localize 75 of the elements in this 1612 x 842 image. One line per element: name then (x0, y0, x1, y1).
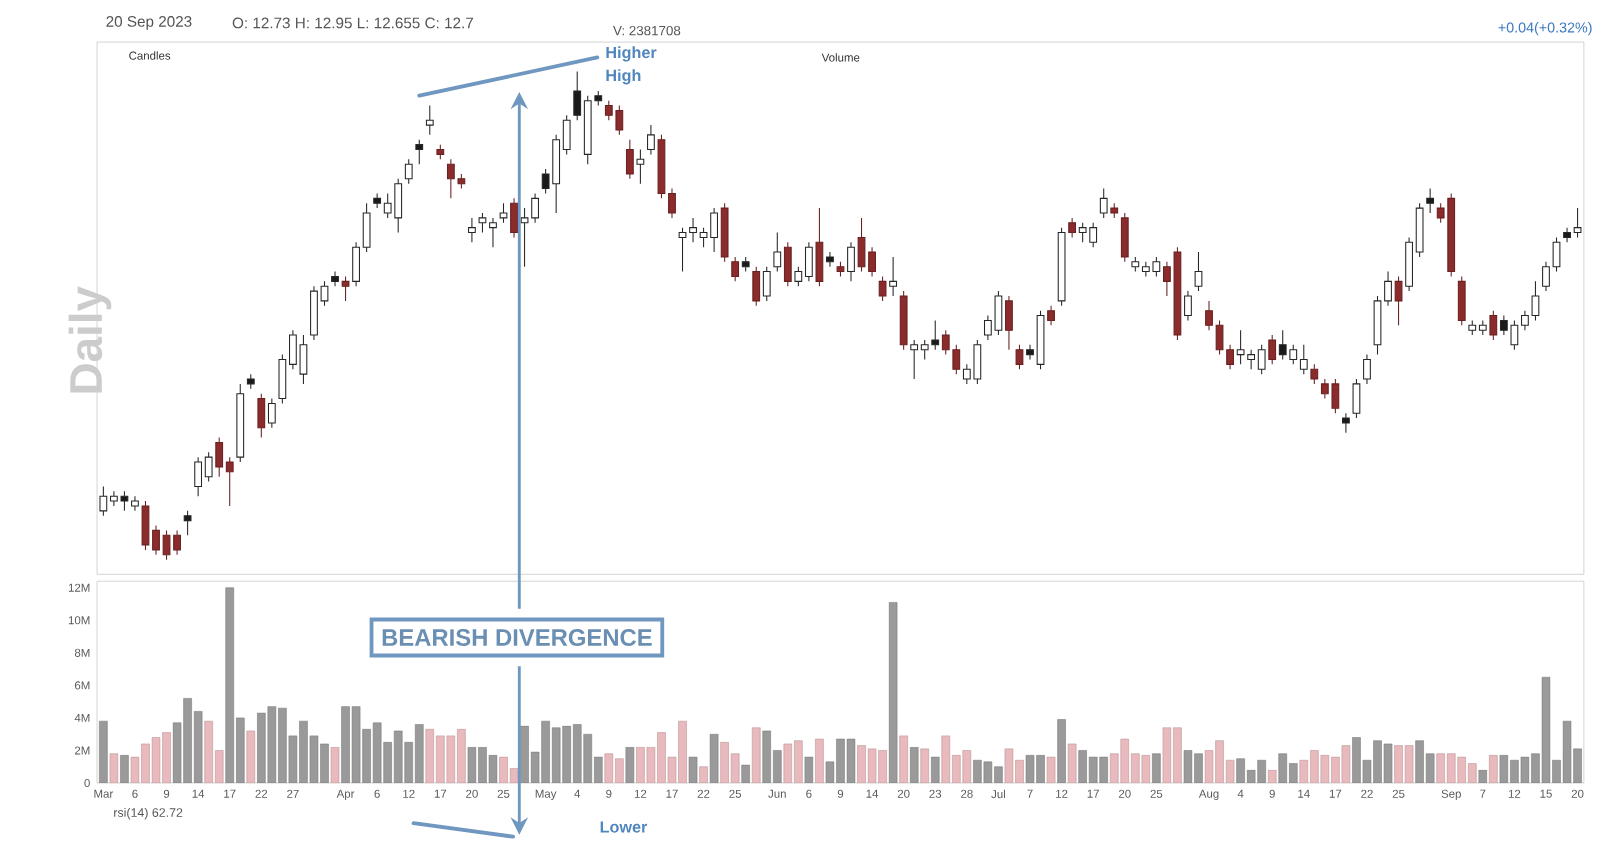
candlestick (783, 241, 792, 287)
candlestick (183, 510, 192, 536)
bar (804, 756, 814, 783)
bar (888, 601, 898, 783)
candlestick (847, 241, 855, 282)
candlestick (1426, 187, 1435, 214)
bar (246, 730, 256, 783)
bar (899, 735, 908, 783)
candlestick (1015, 344, 1024, 370)
candlestick (1342, 412, 1350, 434)
bar (688, 756, 698, 783)
bar (909, 746, 919, 783)
candlestick (1110, 202, 1119, 219)
candlestick (246, 373, 255, 390)
candlestick (510, 197, 518, 238)
candlestick (499, 202, 508, 224)
candlestick (257, 392, 266, 438)
annotation: BEARISH DIVERGENCE (382, 628, 652, 646)
candlestick (1457, 275, 1466, 326)
bar (709, 733, 719, 783)
bar (1046, 756, 1056, 783)
candlestick (1194, 251, 1203, 292)
candlestick (468, 217, 476, 243)
candlestick (1099, 187, 1108, 219)
candlestick (341, 275, 350, 302)
bar (1267, 769, 1277, 783)
bar (99, 720, 108, 783)
candlestick (1120, 212, 1129, 263)
candlestick (647, 124, 655, 155)
candlestick (436, 143, 445, 160)
bar (1478, 769, 1488, 783)
bar (109, 753, 119, 783)
candlestick (1047, 305, 1055, 326)
candlestick (1363, 353, 1371, 385)
bar (1067, 743, 1077, 783)
text: Lower (600, 821, 648, 833)
bar (1057, 719, 1066, 783)
candlestick (1057, 226, 1066, 307)
candlestick (899, 290, 908, 351)
candlestick (415, 139, 424, 165)
candlestick (267, 397, 276, 429)
candlestick (878, 275, 887, 302)
bar (699, 766, 708, 783)
bar (1152, 753, 1161, 783)
candlestick (731, 256, 740, 282)
candlestick (836, 261, 845, 277)
candlestick (1068, 217, 1077, 238)
candlestick (1394, 275, 1403, 326)
candlestick (741, 256, 750, 272)
candlestick (1268, 334, 1277, 365)
candlestick (889, 256, 898, 297)
candlestick (331, 270, 339, 287)
candlestick (1352, 378, 1361, 419)
candlestick (425, 104, 434, 136)
candlestick (752, 265, 761, 307)
annotation: Higher High (606, 46, 657, 85)
candlestick (826, 251, 834, 268)
bar (120, 754, 129, 783)
bar (625, 746, 635, 783)
candlestick (1184, 290, 1192, 321)
candlestick (773, 231, 782, 272)
bar (1489, 754, 1498, 783)
candlestick (762, 265, 771, 302)
candlestick (625, 139, 634, 180)
candlestick (236, 383, 245, 463)
bar (930, 756, 940, 783)
candlestick (720, 202, 729, 263)
bar (330, 746, 340, 783)
candlestick (404, 158, 413, 185)
candlestick (636, 148, 645, 185)
candlestick (1310, 363, 1319, 385)
candlestick (1005, 295, 1013, 351)
candlestick (1489, 309, 1498, 341)
candlestick (815, 207, 824, 287)
bar (741, 764, 750, 783)
